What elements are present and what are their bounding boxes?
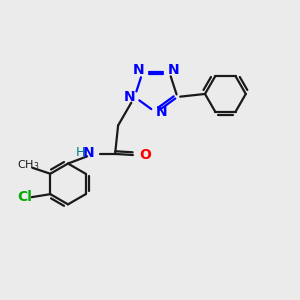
- Text: N: N: [83, 146, 95, 160]
- Text: N: N: [124, 90, 135, 104]
- Text: O: O: [139, 148, 151, 163]
- Text: Cl: Cl: [18, 190, 33, 204]
- Text: N: N: [155, 106, 167, 119]
- Text: H: H: [76, 146, 86, 159]
- Text: N: N: [167, 63, 179, 77]
- Text: CH$_3$: CH$_3$: [16, 158, 39, 172]
- Text: N: N: [133, 63, 145, 77]
